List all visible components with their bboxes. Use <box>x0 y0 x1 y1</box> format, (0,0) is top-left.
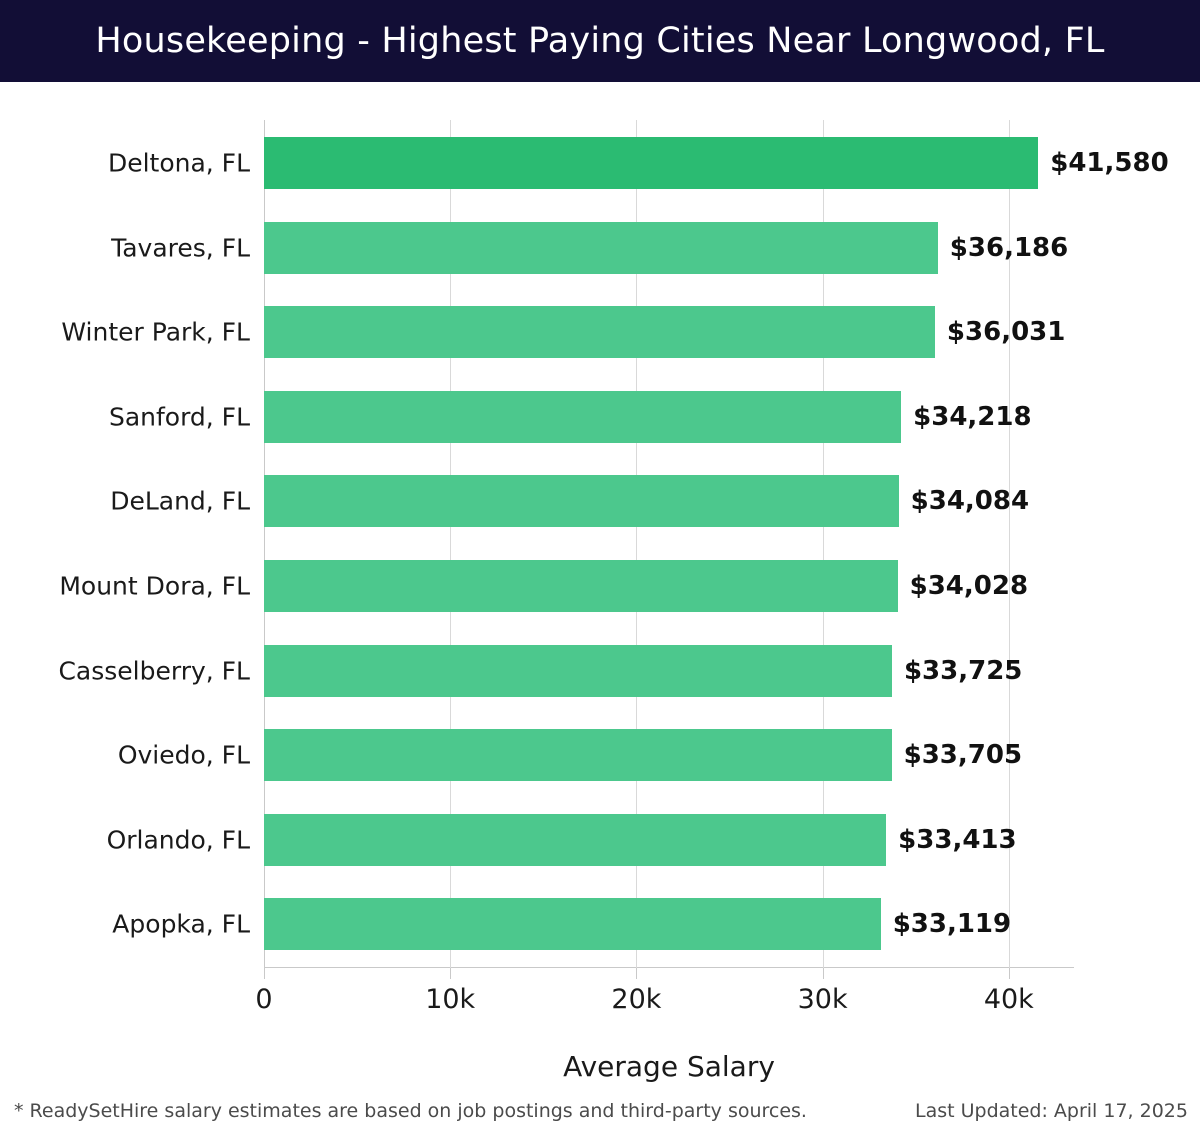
bar-value-label: $33,705 <box>903 740 1023 771</box>
footer: * ReadySetHire salary estimates are base… <box>0 1088 1200 1140</box>
x-axis-title: Average Salary <box>563 1050 775 1083</box>
bar-value-label: $34,218 <box>913 401 1032 432</box>
x-tick-mark <box>636 968 638 979</box>
bar-row[interactable]: Casselberry, FL $33,725 <box>58 644 1074 697</box>
y-axis-category-label: Winter Park, FL <box>61 317 250 347</box>
gridline <box>1008 120 1010 968</box>
gridline <box>636 120 638 968</box>
category-label-wrap: Casselberry, FL <box>4 645 250 697</box>
x-tick-label: 0 <box>255 984 273 1015</box>
bar[interactable] <box>264 475 899 528</box>
y-axis-category-label: Casselberry, FL <box>58 656 250 686</box>
bar-row[interactable]: Mount Dora, FL $34,028 <box>59 560 1074 612</box>
bar-value-label: $33,119 <box>892 909 1012 940</box>
bar-value-label: $34,084 <box>910 486 1030 517</box>
page-title: Housekeeping - Highest Paying Cities Nea… <box>95 21 1105 61</box>
footer-disclaimer: * ReadySetHire salary estimates are base… <box>14 1100 807 1122</box>
category-label-wrap: Winter Park, FL <box>4 306 250 358</box>
y-axis-category-label: Oviedo, FL <box>117 740 250 770</box>
bar-value-label: $41,580 <box>1050 148 1169 178</box>
y-axis-category-label: Tavares, FL <box>111 233 250 263</box>
category-label-wrap: Mount Dora, FL <box>4 560 250 612</box>
x-tick-mark <box>822 968 824 979</box>
footer-last-updated: Last Updated: April 17, 2025 <box>914 1100 1188 1122</box>
bar[interactable] <box>264 729 892 782</box>
bar[interactable] <box>264 221 938 274</box>
bar-row[interactable]: Oviedo, FL $33,705 <box>118 729 1074 782</box>
category-label-wrap: Oviedo, FL <box>4 729 250 781</box>
y-axis-category-label: Mount Dora, FL <box>59 571 250 601</box>
category-label-wrap: Apopka, FL <box>4 898 250 950</box>
y-axis-line <box>264 120 265 968</box>
x-tick-mark <box>1008 968 1010 979</box>
x-tick-mark <box>264 968 265 979</box>
x-tick-label: 10k <box>425 984 476 1015</box>
bar[interactable] <box>264 644 892 697</box>
bar-row[interactable]: Sanford, FL $34,218 <box>109 390 1074 443</box>
bar-value-label: $34,028 <box>909 571 1029 601</box>
bar[interactable] <box>264 560 898 612</box>
y-axis-category-label: Sanford, FL <box>108 402 250 432</box>
x-tick-label: 30k <box>797 984 848 1015</box>
bar-row[interactable]: Orlando, FL $33,413 <box>107 813 1074 866</box>
bar-value-label: $33,413 <box>898 824 1017 855</box>
y-axis-category-label: Apopka, FL <box>112 909 250 939</box>
bar-row[interactable]: Apopka, FL $33,119 <box>112 898 1074 951</box>
bar-row[interactable]: DeLand, FL $34,084 <box>110 475 1074 528</box>
x-tick-mark <box>450 968 452 979</box>
bar[interactable] <box>264 813 887 866</box>
bar-row[interactable]: Winter Park, FL $36,031 <box>61 306 1074 359</box>
x-axis-line <box>264 967 1074 968</box>
y-axis-category-label: Deltona, FL <box>107 148 250 178</box>
y-axis-category-label: DeLand, FL <box>110 486 250 516</box>
category-label-wrap: Tavares, FL <box>4 222 250 274</box>
category-label-wrap: Deltona, FL <box>4 137 250 189</box>
category-label-wrap: Sanford, FL <box>4 391 250 443</box>
category-label-wrap: DeLand, FL <box>4 475 250 527</box>
header-bar: Housekeeping - Highest Paying Cities Nea… <box>0 0 1200 82</box>
gridline <box>822 120 824 968</box>
bar-value-label: $33,725 <box>903 655 1023 686</box>
bar-row[interactable]: Deltona, FL $41,580 <box>108 137 1169 189</box>
bar[interactable] <box>264 137 1039 189</box>
category-label-wrap: Orlando, FL <box>4 814 250 866</box>
bar[interactable] <box>264 306 935 359</box>
bar-value-label: $36,031 <box>946 317 1066 348</box>
gridline <box>450 120 452 968</box>
x-tick-label: 20k <box>611 984 662 1015</box>
bar-value-label: $36,186 <box>949 232 1069 263</box>
plot-area: 0 10k 20k 30k 40k Deltona, FL $41,580 Tavares,… <box>58 120 1169 1083</box>
bar[interactable] <box>264 390 902 443</box>
x-tick-label: 40k <box>983 984 1034 1015</box>
bar-row[interactable]: Tavares, FL $36,186 <box>111 221 1074 274</box>
chart-area: 0 10k 20k 30k 40k Deltona, FL $41,580 Tavares,… <box>0 82 1200 1140</box>
bar[interactable] <box>264 898 881 951</box>
y-axis-category-label: Orlando, FL <box>106 825 250 855</box>
